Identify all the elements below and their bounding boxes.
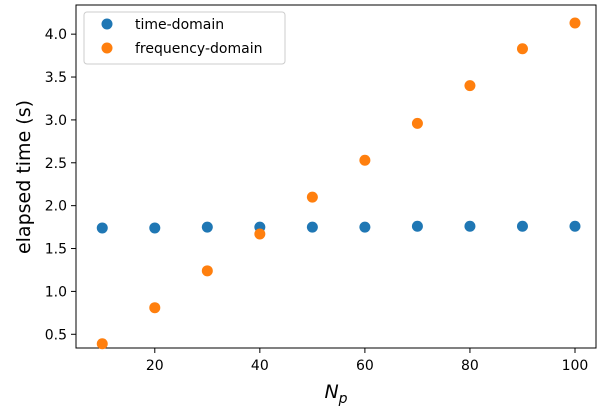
x-axis-title-subscript: p <box>338 391 348 407</box>
x-tick-label: 100 <box>562 358 589 374</box>
x-axis-title: Np <box>324 381 347 407</box>
y-tick-label: 3.0 <box>45 113 67 129</box>
point-frequency-domain <box>359 154 371 166</box>
y-axis-title: elapsed time (s) <box>13 100 35 254</box>
point-frequency-domain <box>149 302 161 314</box>
legend-label-time-domain: time-domain <box>135 17 224 33</box>
point-time-domain <box>96 222 108 234</box>
x-axis-ticks: 20 40 60 80 100 <box>146 348 588 374</box>
point-time-domain <box>516 220 528 232</box>
x-tick-label: 80 <box>461 358 479 374</box>
x-tick-label: 60 <box>356 358 374 374</box>
y-tick-label: 0.5 <box>45 327 67 343</box>
point-frequency-domain <box>516 43 528 55</box>
point-time-domain <box>306 221 318 233</box>
x-axis-title-main: N <box>324 381 338 403</box>
legend-marker-frequency-domain <box>101 42 113 54</box>
point-time-domain <box>359 221 371 233</box>
y-axis-ticks: 0.5 1.0 1.5 2.0 2.5 3.0 3.5 4.0 <box>45 27 76 343</box>
point-time-domain <box>569 220 581 232</box>
x-tick-label: 40 <box>251 358 269 374</box>
point-time-domain <box>464 220 476 232</box>
y-tick-label: 2.5 <box>45 156 67 172</box>
point-frequency-domain <box>306 191 318 203</box>
point-time-domain <box>411 220 423 232</box>
point-frequency-domain <box>96 338 108 350</box>
y-tick-label: 1.5 <box>45 242 67 258</box>
point-time-domain <box>201 221 213 233</box>
x-tick-label: 20 <box>146 358 164 374</box>
point-frequency-domain <box>411 117 423 129</box>
data-points <box>96 17 581 350</box>
y-tick-label: 2.0 <box>45 199 67 215</box>
point-frequency-domain <box>254 228 266 240</box>
legend: time-domain frequency-domain <box>83 11 286 65</box>
y-tick-label: 4.0 <box>45 27 67 43</box>
y-tick-label: 3.5 <box>45 70 67 86</box>
legend-label-frequency-domain: frequency-domain <box>135 41 262 57</box>
y-tick-label: 1.0 <box>45 284 67 300</box>
legend-box <box>83 11 286 65</box>
point-time-domain <box>149 222 161 234</box>
point-frequency-domain <box>569 17 581 29</box>
legend-marker-time-domain <box>101 18 113 30</box>
point-frequency-domain <box>464 80 476 92</box>
point-frequency-domain <box>201 265 213 277</box>
